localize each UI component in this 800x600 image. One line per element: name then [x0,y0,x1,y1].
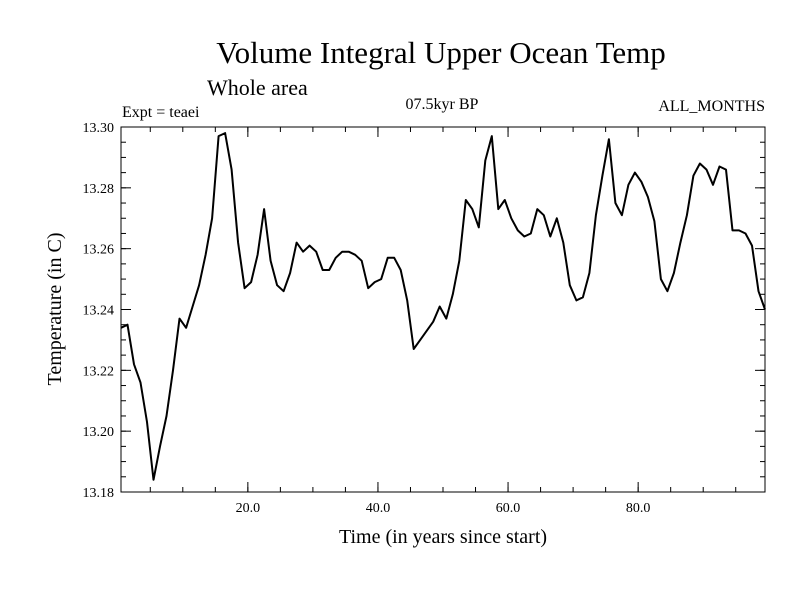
y-tick-label: 13.30 [83,121,115,136]
y-tick-label: 13.20 [83,425,115,440]
y-tick-label: 13.28 [83,182,115,197]
x-tick-label: 40.0 [366,501,391,516]
y-tick-label: 13.18 [83,486,115,501]
x-tick-label: 80.0 [626,501,651,516]
y-tick-label: 13.24 [83,304,115,319]
y-axis: 13.18 13.20 13.22 13.24 13.26 13.28 13.30 [83,121,765,501]
data-series [120,132,766,481]
x-tick-label: 60.0 [496,501,521,516]
experiment-label: Expt = teaei [122,104,200,121]
chart-subtitle: Whole area [207,75,308,100]
x-axis: 20.0 40.0 60.0 80.0 [236,127,651,516]
chart-title: Volume Integral Upper Ocean Temp [216,35,666,70]
series-line [120,132,766,481]
x-axis-label: Time (in years since start) [339,526,547,548]
minor-ticks [121,126,765,493]
period-label: 07.5kyr BP [406,96,479,113]
months-label: ALL_MONTHS [658,98,765,115]
y-tick-label: 13.22 [83,364,115,379]
x-tick-label: 20.0 [236,501,261,516]
y-axis-label: Temperature (in C) [44,233,66,386]
y-tick-label: 13.26 [83,243,115,258]
plot-frame [120,126,766,493]
